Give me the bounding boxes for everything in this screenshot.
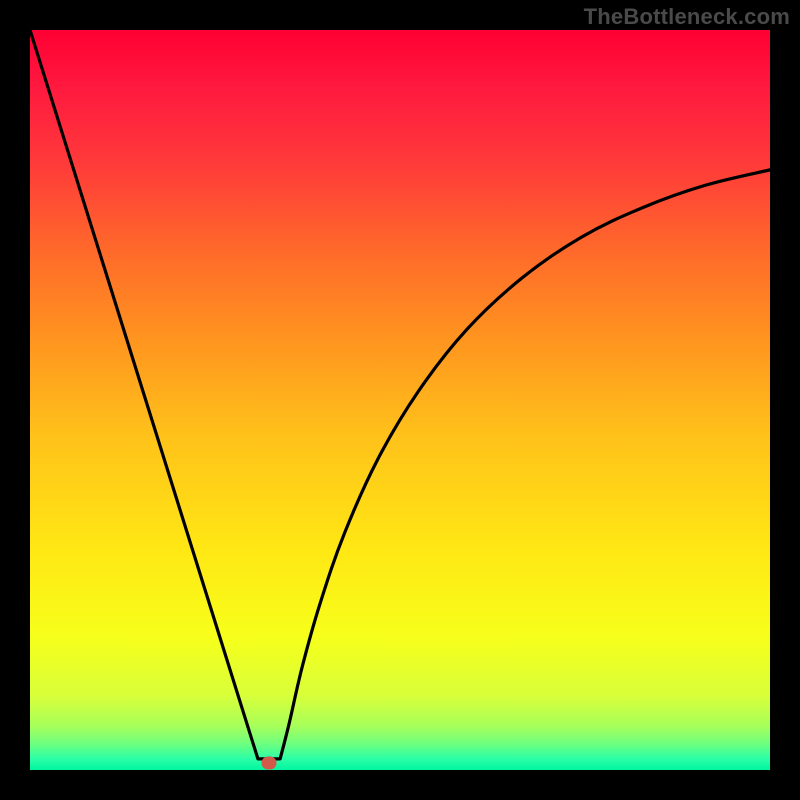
bottleneck-curve <box>30 30 770 770</box>
watermark-text: TheBottleneck.com <box>584 4 790 30</box>
plot-area <box>30 30 770 770</box>
chart-frame: TheBottleneck.com <box>0 0 800 800</box>
optimal-point-marker <box>262 756 277 769</box>
